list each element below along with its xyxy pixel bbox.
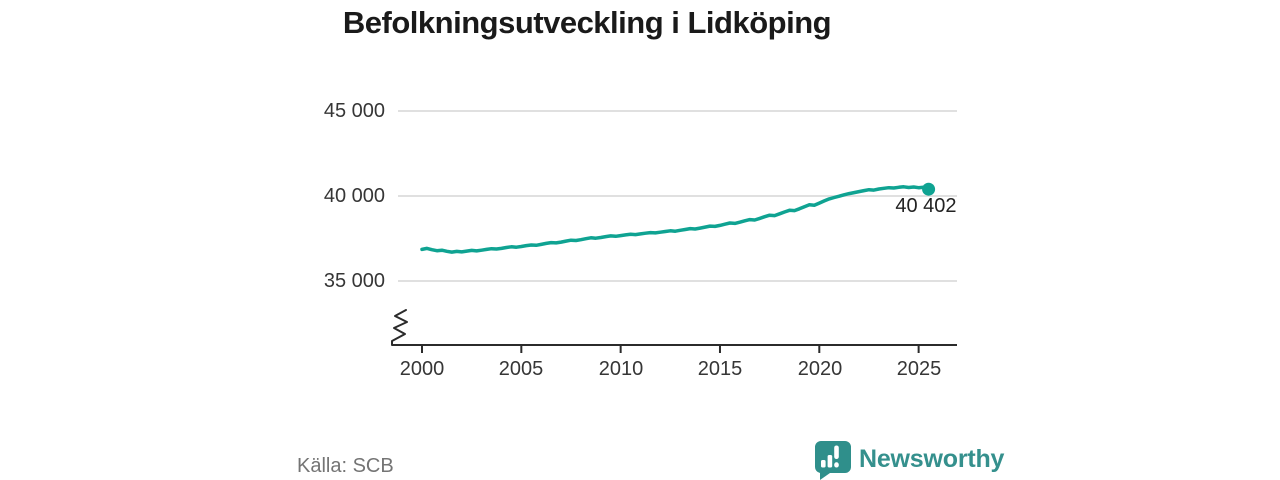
end-point-dot [922, 182, 936, 196]
x-axis-tick-label: 2005 [498, 358, 544, 380]
x-axis-tick-label: 2010 [598, 358, 644, 380]
chart-title: Befolkningsutveckling i Lidköping [342, 5, 832, 40]
y-axis-tick-label: 40 000 [323, 185, 385, 207]
y-axis-tick-label: 45 000 [323, 100, 385, 122]
x-axis-tick-label: 2015 [697, 358, 743, 380]
newsworthy-wordmark: Newsworthy [859, 445, 1005, 473]
x-axis-tick-label: 2000 [399, 358, 445, 380]
population-line [420, 185, 931, 254]
source-note: Källa: SCB [297, 455, 394, 477]
y-axis-tick-label: 35 000 [323, 270, 385, 292]
newsworthy-bubble-chart-icon [814, 441, 851, 480]
x-axis-tick-label: 2025 [896, 358, 942, 380]
axis-break-zigzag [391, 309, 408, 346]
latest-value-label: 40 402 [895, 195, 957, 218]
x-axis-tick-label: 2020 [797, 358, 843, 380]
newsworthy-logo: Newsworthy [813, 440, 1004, 480]
